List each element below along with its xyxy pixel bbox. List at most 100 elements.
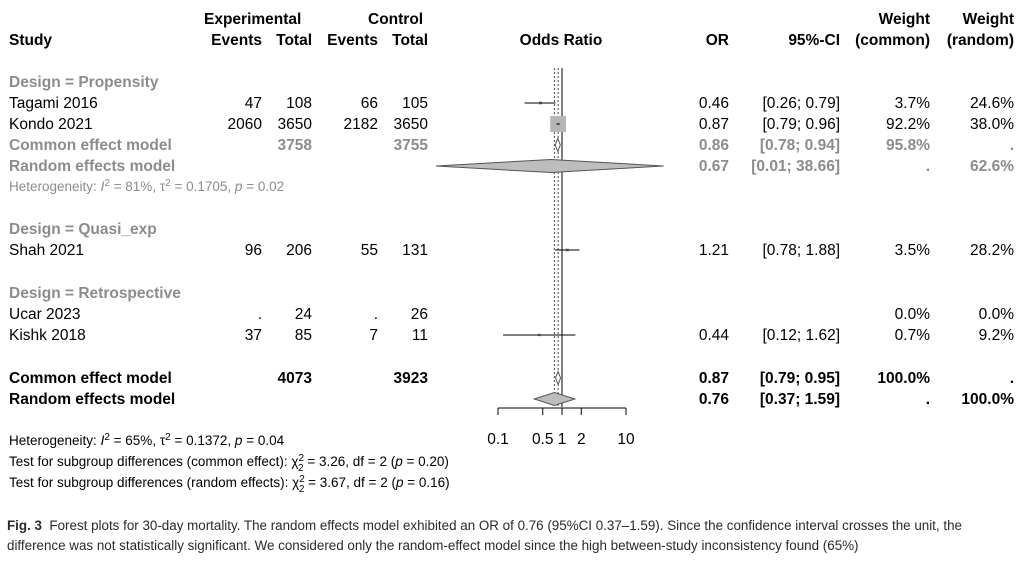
header-common: (common) [855,32,930,49]
study-name: Ucar 2023 [9,306,81,323]
ctrl-events: 7 [369,327,378,344]
ci-value: [0.79; 0.96] [762,116,840,133]
weight-random-value: 62.6% [970,158,1014,175]
pooled-diamond [554,137,561,153]
ci-value: [0.26; 0.79] [762,95,840,112]
header-study: Study [9,32,52,49]
ci-value: [0.79; 0.95] [760,370,840,387]
subgroup-heterogeneity: Heterogeneity: I2 = 81%, τ2 = 0.1705, p … [9,178,284,194]
x-tick-label: 10 [617,431,635,448]
header-ctrl-events: Events [327,32,378,49]
odds-ratio-value: 0.86 [699,137,730,154]
study-name: Kondo 2021 [9,116,93,133]
header-exp-events: Events [211,32,262,49]
x-tick-label: 1 [558,431,567,448]
test-subgroup-common: Test for subgroup differences (common ef… [9,453,449,474]
weight-random-value: 0.0% [979,306,1015,323]
exp-total: 85 [295,327,312,344]
ci-value: [0.78; 1.88] [762,242,840,259]
weight-common-value: 3.7% [895,95,931,112]
ctrl-events: 66 [361,95,378,112]
header-or: OR [706,32,729,49]
ci-value: [0.12; 1.62] [762,327,840,344]
weight-common-value: 0.7% [895,327,931,344]
header-weight-common: Weight [879,11,930,28]
overall-common-label: Common effect model [9,370,172,387]
overall-random-label: Random effects model [9,391,175,408]
test-subgroup-random: Test for subgroup differences (random ef… [9,474,450,495]
weight-common-value: 95.8% [886,137,930,154]
exp-events: . [258,306,262,323]
weight-common-value: 0.0% [895,306,931,323]
weight-random-value: 100.0% [961,391,1014,408]
header-control: Control [368,11,423,28]
weight-common-value: . [926,391,930,408]
x-tick-label: 0.1 [487,431,509,448]
weight-common-value: . [926,158,930,175]
odds-ratio-value: 0.44 [699,327,730,344]
header-ci: 95%-CI [788,32,840,49]
ctrl-total: 26 [411,306,428,323]
forest-plot: Experimental Control Weight Weight Study… [9,11,1015,495]
subgroup-common-label: Common effect model [9,137,172,154]
ctrl-events: . [374,306,378,323]
exp-events: 47 [245,95,262,112]
caption-text: Forest plots for 30-day mortality. The r… [7,518,962,553]
exp-total: 108 [286,95,312,112]
header-ctrl-total: Total [392,32,428,49]
x-axis: 0.1 0.5 1 2 10 [487,407,635,448]
weight-random-value: . [1010,137,1014,154]
header-weight-random: Weight [963,11,1014,28]
ci-value: [0.37; 1.59] [760,391,840,408]
overall-heterogeneity: Heterogeneity: I2 = 65%, τ2 = 0.1372, p … [9,432,285,448]
weight-random-value: . [1010,370,1014,387]
odds-ratio-value: 0.67 [699,158,729,175]
pooled-diamond [435,158,664,174]
ctrl-events: 55 [361,242,378,259]
study-name: Shah 2021 [9,242,84,259]
weight-random-value: 9.2% [979,327,1015,344]
x-tick-label: 2 [577,431,586,448]
odds-ratio-value: 0.76 [699,391,730,408]
subgroup-title-retrospective: Design = Retrospective [9,285,181,302]
header-random: (random) [947,32,1014,49]
exp-total: 3650 [278,116,313,133]
exp-total: 206 [286,242,312,259]
ctrl-total: 3650 [394,116,429,133]
ci-value: [0.01; 38.66] [751,158,840,175]
weight-common-value: 3.5% [895,242,931,259]
odds-ratio-value: 0.87 [699,370,729,387]
weight-random-value: 24.6% [970,95,1014,112]
ctrl-total: 3755 [394,137,429,154]
x-tick-label: 0.5 [532,431,554,448]
subgroup-title-quasi-exp: Design = Quasi_exp [9,221,157,238]
ctrl-total: 105 [402,95,428,112]
odds-ratio-value: 0.46 [699,95,729,112]
weight-random-value: 28.2% [970,242,1014,259]
exp-events: 37 [245,327,262,344]
odds-ratio-value: 1.21 [699,242,729,259]
subgroup-title-propensity: Design = Propensity [9,74,159,91]
weight-common-value: 92.2% [886,116,930,133]
exp-events: 96 [245,242,262,259]
pooled-diamond [532,391,577,407]
weight-random-value: 38.0% [970,116,1014,133]
exp-total: 24 [295,306,313,323]
header-exp-total: Total [276,32,312,49]
exp-total: 4073 [278,370,313,387]
figure-caption: Fig. 3 Forest plots for 30-day mortality… [7,516,1019,555]
ctrl-total: 11 [412,327,428,344]
pooled-diamond [554,370,562,386]
exp-events: 2060 [228,116,263,133]
odds-ratio-value: 0.87 [699,116,729,133]
forest-marks [435,101,664,407]
exp-total: 3758 [278,137,313,154]
header-odds-ratio: Odds Ratio [520,32,603,49]
header-experimental: Experimental [204,11,301,28]
subgroup-random-label: Random effects model [9,158,175,175]
ctrl-total: 131 [402,242,428,259]
weight-common-value: 100.0% [877,370,930,387]
ctrl-total: 3923 [394,370,429,387]
ctrl-events: 2182 [344,116,378,133]
